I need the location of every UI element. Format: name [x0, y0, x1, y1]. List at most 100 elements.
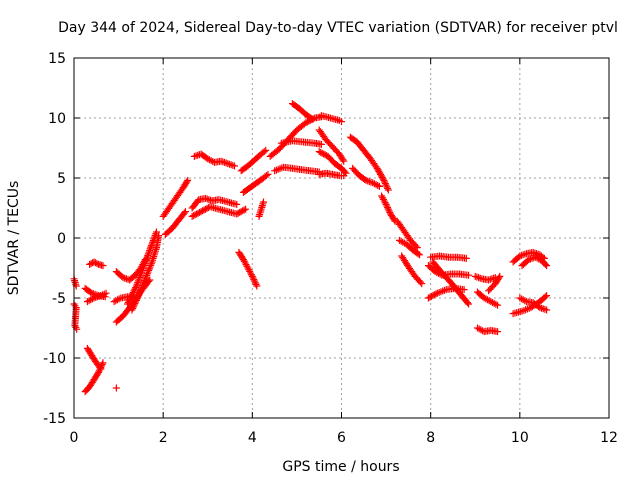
data-point: [465, 300, 473, 308]
data-point: [247, 271, 255, 279]
data-point: [136, 288, 144, 296]
data-point: [252, 280, 260, 288]
data-point: [543, 292, 551, 300]
data-point: [133, 295, 141, 303]
y-tick-labels: -15 -10 -5 0 5 10 15: [43, 51, 66, 427]
data-point: [71, 322, 79, 330]
data-point: [341, 168, 349, 176]
data-point: [128, 290, 136, 298]
data-point: [462, 254, 470, 262]
data-point: [262, 146, 270, 154]
data-point: [184, 176, 192, 184]
data-point: [427, 292, 435, 300]
data-point: [541, 293, 549, 301]
data-point: [145, 248, 153, 256]
data-point: [143, 271, 151, 279]
data-point: [138, 283, 146, 291]
data-point: [200, 206, 208, 214]
data-point: [99, 359, 107, 367]
data-point: [133, 280, 141, 288]
data-point: [90, 258, 98, 266]
y-tick-label: -10: [43, 351, 66, 367]
data-point: [132, 296, 140, 304]
data-point: [149, 237, 157, 245]
y-tick-label: -15: [43, 411, 66, 427]
data-point: [543, 262, 551, 270]
data-point: [134, 277, 142, 285]
data-point: [140, 261, 148, 269]
data-point: [144, 268, 152, 276]
data-point: [233, 210, 241, 218]
data-point: [197, 208, 205, 216]
data-point: [144, 251, 152, 259]
x-tick-label: 8: [426, 430, 435, 446]
data-point: [340, 157, 348, 165]
data-point: [424, 294, 432, 302]
data-point: [386, 208, 394, 216]
data-point: [143, 253, 151, 261]
data-point: [141, 260, 149, 268]
data-point: [115, 295, 123, 303]
data-point: [202, 205, 210, 213]
data-point: [414, 250, 422, 258]
data-point: [361, 175, 369, 183]
data-point: [146, 263, 154, 271]
data-point: [143, 270, 151, 278]
data-point: [135, 275, 143, 283]
x-axis-label: GPS time / hours: [282, 459, 399, 475]
data-point: [535, 303, 543, 311]
data-point: [203, 204, 211, 212]
data-point: [193, 210, 201, 218]
data-point: [87, 260, 95, 268]
data-point: [492, 300, 500, 308]
data-point: [494, 328, 502, 336]
data-point: [307, 114, 315, 122]
data-point: [130, 287, 138, 295]
data-point: [317, 140, 325, 148]
data-point: [380, 176, 388, 184]
data-point: [142, 256, 150, 264]
data-point: [384, 186, 392, 194]
data-point: [236, 208, 244, 216]
data-point: [129, 289, 137, 297]
data-point: [385, 207, 393, 215]
data-point: [146, 247, 154, 255]
data-point: [124, 300, 131, 308]
data-point: [125, 297, 133, 305]
data-point: [309, 115, 317, 123]
data-point: [338, 118, 345, 126]
data-point: [93, 260, 101, 268]
data-point: [137, 287, 145, 295]
chart-title: Day 344 of 2024, Sidereal Day-to-day VTE…: [58, 20, 618, 36]
data-point: [477, 326, 485, 334]
data-point: [495, 274, 503, 282]
data-point: [86, 260, 94, 268]
data-point: [460, 286, 468, 294]
data-point: [233, 200, 241, 208]
data-point: [148, 240, 156, 248]
data-point: [373, 164, 381, 172]
x-tick-label: 2: [159, 430, 168, 446]
y-axis-label: SDTVAR / TECUs: [6, 181, 22, 296]
data-point: [139, 263, 147, 271]
data-point: [152, 230, 160, 238]
data-point: [137, 270, 145, 278]
data-point: [141, 258, 149, 266]
data-point: [146, 245, 154, 253]
data-point: [143, 255, 151, 263]
data-point: [147, 242, 155, 250]
data-point: [240, 206, 248, 214]
data-point: [149, 238, 157, 246]
data-point: [251, 279, 259, 287]
data-point: [339, 156, 347, 164]
data-point: [124, 298, 132, 306]
data-point: [376, 169, 384, 177]
data-point: [429, 292, 437, 300]
x-tick-label: 6: [337, 430, 346, 446]
data-point: [102, 289, 110, 297]
x-tick-label: 12: [600, 430, 618, 446]
y-tick-label: -5: [52, 291, 66, 307]
data-point: [231, 162, 238, 170]
data-point: [378, 173, 386, 181]
